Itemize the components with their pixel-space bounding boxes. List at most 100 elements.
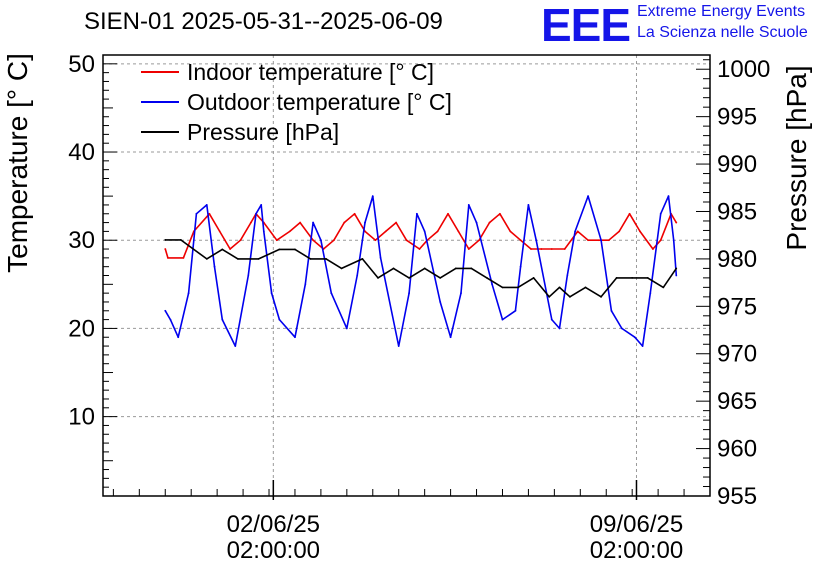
outdoor-temperature-point (475, 221, 478, 224)
pressure-point (278, 248, 281, 251)
indoor-temperature-point (652, 248, 654, 250)
pressure-point (548, 295, 551, 298)
outdoor-temperature-point (304, 283, 307, 286)
outdoor-temperature-point (177, 336, 180, 339)
indoor-temperature-point (563, 248, 566, 250)
pressure-point (392, 267, 395, 270)
pressure-point (236, 258, 239, 260)
outdoor-temperature-point (312, 221, 315, 224)
indoor-temperature-point (384, 230, 387, 233)
outdoor-temperature-point (620, 327, 623, 330)
outdoor-temperature-point (330, 292, 333, 295)
outdoor-temperature-point (187, 292, 190, 295)
indoor-temperature-point (509, 230, 512, 233)
outdoor-temperature-point (574, 230, 577, 233)
indoor-temperature-point (312, 239, 315, 242)
outdoor-temperature-point (221, 318, 224, 321)
right-tick-label: 965 (717, 388, 757, 415)
right-tick-label: 970 (717, 341, 757, 368)
outdoor-temperature-point (294, 336, 296, 339)
pressure-point (501, 286, 504, 289)
brand-line-2: La Scienza nelle Scuole (637, 24, 808, 41)
outdoor-temperature-point (356, 274, 359, 277)
pressure-point (454, 267, 457, 270)
indoor-temperature-point (229, 248, 232, 250)
pressure-point (584, 286, 587, 289)
outdoor-temperature-point (439, 301, 442, 303)
pressure-point (340, 267, 343, 270)
pressure-point (615, 276, 618, 279)
indoor-temperature-point (166, 256, 169, 259)
right-tick-label: 995 (717, 104, 757, 131)
outdoor-temperature-point (247, 274, 250, 277)
outdoor-temperature-point (164, 309, 167, 312)
outdoor-temperature-point (460, 292, 462, 295)
outdoor-temperature-point (195, 212, 198, 215)
outdoor-temperature-point (641, 345, 644, 347)
outdoor-temperature-point (345, 327, 348, 330)
outdoor-temperature-point (600, 239, 602, 242)
outdoor-temperature-point (408, 292, 410, 295)
pressure-point (257, 258, 260, 260)
outdoor-temperature-point (397, 345, 400, 347)
outdoor-temperature-point (527, 204, 530, 206)
outdoor-temperature-point (501, 318, 504, 321)
pressure-point (439, 276, 442, 279)
pressure-point (517, 286, 519, 289)
indoor-temperature-point (239, 239, 242, 242)
left-axis-title: Temperature [° C] (2, 53, 33, 273)
pressure-point (361, 258, 364, 260)
pressure-point (486, 276, 488, 279)
pressure-point (408, 276, 410, 279)
outdoor-temperature-point (587, 195, 589, 198)
left-tick-label: 40 (68, 139, 95, 166)
outdoor-temperature-point (205, 204, 208, 206)
indoor-temperature-point (498, 212, 501, 215)
pressure-point (646, 276, 649, 279)
left-tick-label: 20 (68, 315, 95, 342)
pressure-point (309, 258, 312, 260)
outdoor-temperature-point (467, 204, 470, 206)
indoor-temperature-point (182, 256, 185, 259)
legend-label: Indoor temperature [° C] (187, 59, 434, 85)
indoor-temperature-point (550, 248, 553, 250)
outdoor-temperature-point (566, 274, 569, 277)
indoor-temperature-point (457, 230, 460, 233)
pressure-point (164, 239, 167, 241)
right-tick-label: 955 (717, 483, 757, 510)
indoor-temperature-point (208, 212, 211, 215)
outdoor-temperature-point (278, 318, 281, 321)
pressure-point (631, 276, 634, 279)
pressure-point (221, 248, 224, 251)
right-axis-title: Pressure [hPa] (781, 65, 812, 250)
indoor-temperature-point (353, 212, 356, 215)
indoor-temperature-point (288, 230, 291, 233)
indoor-temperature-point (675, 221, 678, 224)
outdoor-temperature-point (672, 239, 675, 242)
outdoor-temperature-point (379, 256, 382, 259)
outdoor-temperature-point (415, 212, 418, 215)
outdoor-temperature-point (610, 309, 613, 312)
outdoor-temperature-point (449, 336, 452, 339)
pressure-point (662, 286, 665, 289)
outdoor-temperature-point (255, 212, 257, 215)
outdoor-temperature-point (262, 230, 265, 233)
pressure-point (600, 295, 602, 298)
pressure-point (470, 267, 473, 270)
legend-label: Outdoor temperature [° C] (187, 89, 452, 115)
outdoor-temperature-point (260, 204, 263, 206)
indoor-temperature-point (418, 248, 421, 250)
outdoor-temperature-point (535, 239, 538, 242)
outdoor-temperature-point (270, 292, 273, 295)
indoor-temperature-point (249, 221, 252, 224)
outdoor-temperature-point (675, 274, 678, 277)
indoor-temperature-point (164, 248, 167, 250)
indoor-temperature-point (530, 248, 532, 250)
outdoor-temperature-point (667, 195, 670, 198)
left-tick-label: 50 (68, 51, 95, 78)
right-tick-label: 980 (717, 246, 757, 273)
outdoor-temperature-point (550, 318, 553, 321)
pressure-point (205, 258, 208, 260)
